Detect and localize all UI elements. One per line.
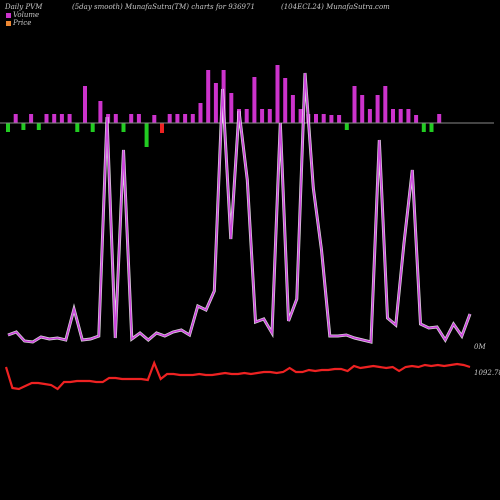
- legend-price-swatch: [6, 20, 11, 26]
- price-line: [4, 359, 471, 391]
- volume-bar: [6, 123, 10, 132]
- legend-price-label: Price: [13, 19, 32, 27]
- volume-bar: [391, 109, 395, 123]
- volume-bar: [344, 123, 349, 130]
- volume-bar: [283, 78, 288, 123]
- volume-bar: [136, 114, 141, 123]
- volume-bar: [367, 109, 372, 123]
- volume-bar: [267, 109, 272, 123]
- volume-bar: [113, 114, 118, 123]
- volume-bar: [59, 114, 64, 123]
- volume-bar: [13, 114, 18, 123]
- volume-bar: [90, 123, 95, 132]
- volume-bar: [36, 123, 41, 130]
- chart-title: (5day smooth) MunafaSutra(TM) charts for…: [72, 3, 255, 11]
- volume-bar: [229, 93, 234, 123]
- volume-bar: [29, 114, 34, 123]
- legend-volume: Volume: [6, 11, 39, 19]
- volume-bar: [129, 114, 134, 123]
- volume-right-label: 0M: [474, 343, 486, 351]
- volume-bar: [244, 109, 249, 123]
- volume-bar: [83, 86, 87, 123]
- volume-bar: [314, 114, 318, 123]
- volume-bar: [98, 101, 103, 123]
- volume-bar: [352, 86, 357, 123]
- volume-bar: [375, 95, 380, 123]
- volume-bar: [183, 114, 188, 123]
- volume-bar: [67, 114, 72, 123]
- legend-volume-label: Volume: [13, 11, 40, 19]
- volume-bar: [414, 115, 419, 123]
- volume-bar: [360, 95, 365, 123]
- volume-line: [7, 72, 471, 344]
- volume-bar: [252, 77, 257, 123]
- volume-bar: [421, 123, 426, 132]
- volume-bar: [44, 114, 49, 123]
- volume-bar: [406, 109, 411, 123]
- volume-bar: [437, 114, 442, 123]
- legend-volume-swatch: [6, 12, 11, 18]
- legend-price: Price: [6, 19, 31, 27]
- volume-bar: [190, 114, 195, 123]
- volume-bar: [175, 114, 180, 123]
- volume-bar: [429, 123, 434, 132]
- volume-bar: [275, 65, 280, 123]
- volume-bar: [167, 114, 172, 123]
- volume-bar: [290, 95, 295, 123]
- chart-type-label: Daily PVM: [5, 3, 43, 11]
- volume-bar: [75, 123, 80, 132]
- volume-bar: [152, 115, 157, 123]
- volume-bar: [121, 123, 126, 132]
- volume-bar: [144, 123, 149, 147]
- volume-bar: [298, 109, 303, 123]
- volume-bar: [329, 115, 334, 123]
- volume-bar: [160, 123, 164, 133]
- volume-bar: [198, 103, 203, 123]
- volume-bar: [398, 109, 403, 123]
- volume-bar: [21, 123, 26, 130]
- volume-bar: [52, 114, 57, 123]
- volume-bar: [206, 70, 211, 123]
- price-right-label: 1092.78: [474, 369, 500, 377]
- volume-bar: [213, 83, 218, 123]
- volume-bar: [337, 115, 342, 123]
- volume-bar: [321, 114, 326, 123]
- chart-source: (104ECL24) MunafaSutra.com: [281, 3, 390, 11]
- volume-bar: [383, 86, 388, 123]
- volume-bar: [260, 109, 265, 123]
